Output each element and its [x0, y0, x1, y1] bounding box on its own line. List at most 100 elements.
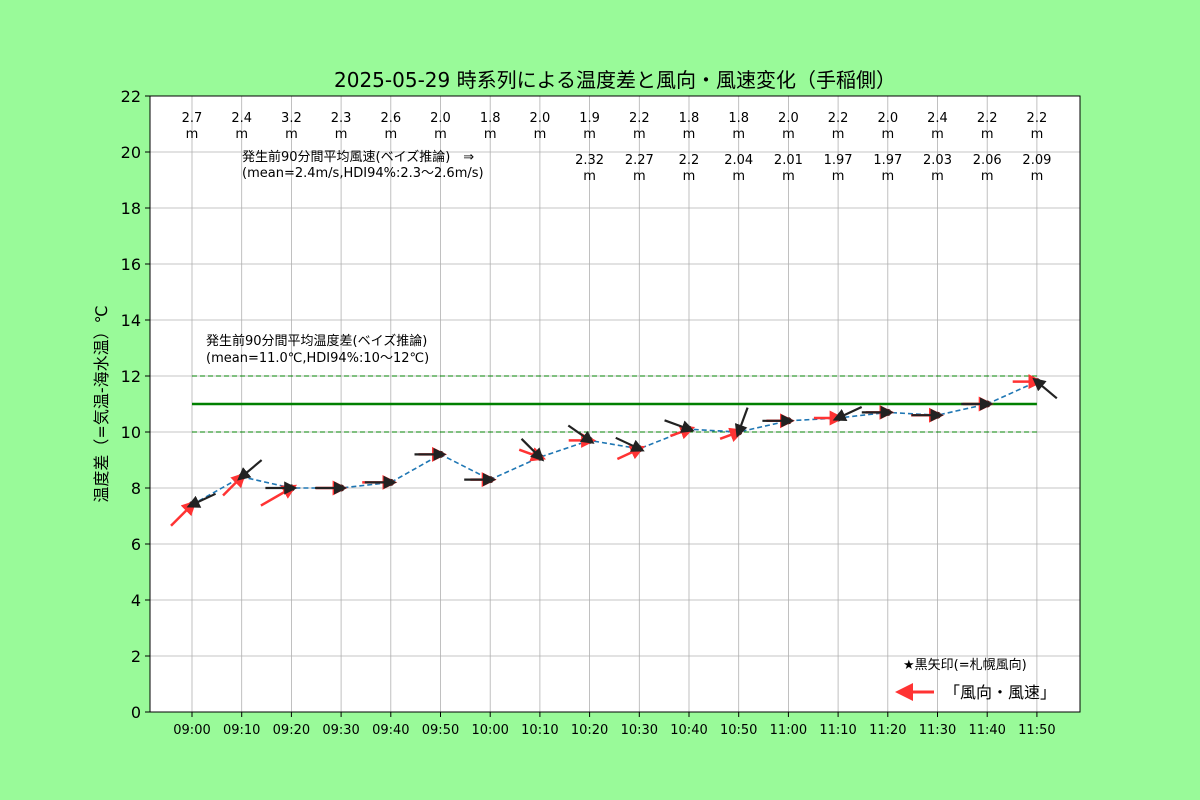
- data-point: [586, 436, 594, 444]
- x-tick-label: 10:40: [670, 723, 707, 738]
- legend-label: 「風向・風速」: [944, 683, 1056, 702]
- rolling-mean-unit: m: [1031, 169, 1044, 184]
- wind-speed-label: 2.0: [877, 111, 898, 126]
- rolling-mean-label: 2.03: [923, 153, 952, 168]
- y-axis: 0 2 4 6 8 10 12 14 16 18 20 22: [121, 87, 150, 722]
- rolling-mean-unit: m: [683, 169, 696, 184]
- chart-title: 2025-05-29 時系列による温度差と風向・風速変化（手稲側）: [334, 68, 896, 92]
- x-tick-label: 10:10: [521, 723, 558, 738]
- rolling-mean-unit: m: [732, 169, 745, 184]
- rolling-mean-unit: m: [583, 169, 596, 184]
- wind-speed-label: 2.2: [828, 111, 849, 126]
- x-tick-label: 11:40: [968, 723, 1005, 738]
- rolling-mean-unit: m: [981, 169, 994, 184]
- red-wind-arrow: [616, 445, 646, 461]
- x-tick-label: 09:50: [422, 723, 459, 738]
- legend: ★黒矢印(=札幌風向) 「風向・風速」: [895, 657, 1056, 702]
- black-wind-arrow: [1032, 377, 1058, 400]
- data-point: [685, 425, 693, 433]
- red-wind-arrow: [170, 500, 197, 527]
- wind-speed-label: 1.8: [728, 111, 749, 126]
- wind-speed-unit: m: [881, 127, 894, 142]
- y-tick-label: 14: [121, 311, 141, 330]
- rolling-mean-label: 2.01: [774, 153, 803, 168]
- red-wind-arrow: [260, 484, 298, 507]
- y-tick-label: 0: [131, 703, 141, 722]
- wind-speed-label: 2.0: [530, 111, 551, 126]
- wind-speed-unit: m: [235, 127, 248, 142]
- wind-speed-label: 2.4: [927, 111, 948, 126]
- x-tick-label: 10:20: [571, 723, 608, 738]
- data-point: [387, 478, 395, 486]
- wind-speed-label: 2.0: [430, 111, 451, 126]
- rolling-mean-unit: m: [931, 169, 944, 184]
- wind-annotation-line2: (mean=2.4m/s,HDI94%:2.3～2.6m/s): [242, 166, 484, 181]
- x-tick-label: 10:00: [471, 723, 508, 738]
- y-tick-label: 16: [121, 255, 141, 274]
- x-tick-label: 10:50: [720, 723, 757, 738]
- x-tick-label: 10:30: [621, 723, 658, 738]
- rolling-mean-unit: m: [881, 169, 894, 184]
- y-tick-label: 10: [121, 423, 141, 442]
- wind-speed-unit: m: [583, 127, 596, 142]
- data-point: [238, 473, 246, 481]
- black-wind-arrow: [832, 406, 863, 421]
- x-tick-label: 09:30: [322, 723, 359, 738]
- data-point: [784, 417, 792, 425]
- red-wind-arrow: [222, 472, 247, 497]
- red-wind-arrow: [719, 427, 745, 442]
- rolling-mean-label: 2.09: [1022, 153, 1051, 168]
- reference-lines: [192, 375, 1037, 433]
- wind-speed-label: 2.0: [778, 111, 799, 126]
- rolling-mean-unit: m: [633, 169, 646, 184]
- rolling-mean-label: 1.97: [824, 153, 853, 168]
- black-wind-arrow: [520, 438, 545, 462]
- rolling-mean-unit: m: [832, 169, 845, 184]
- wind-speed-label: 2.3: [331, 111, 352, 126]
- black-wind-arrow: [664, 419, 695, 433]
- rolling-mean-label: 2.27: [625, 153, 654, 168]
- x-tick-label: 11:30: [919, 723, 956, 738]
- wind-speed-unit: m: [335, 127, 348, 142]
- data-point: [983, 400, 991, 408]
- data-point: [486, 476, 494, 484]
- y-tick-label: 18: [121, 199, 141, 218]
- x-tick-label: 09:10: [223, 723, 260, 738]
- wind-annotation-line1: 発生前90分間平均風速(ベイズ推論) ⇒: [242, 149, 474, 165]
- data-point: [934, 411, 941, 419]
- x-tick-label: 11:50: [1018, 723, 1055, 738]
- legend-note: ★黒矢印(=札幌風向): [903, 657, 1027, 673]
- x-tick-label: 11:10: [819, 723, 856, 738]
- wind-speed-label: 2.6: [380, 111, 401, 126]
- x-tick-label: 09:40: [372, 723, 409, 738]
- rolling-mean-label: 2.2: [679, 153, 700, 168]
- wind-speed-label: 1.9: [579, 111, 600, 126]
- data-point: [635, 445, 643, 453]
- data-point: [884, 408, 892, 416]
- data-point: [337, 484, 345, 492]
- wind-speed-unit: m: [434, 127, 447, 142]
- data-point: [1033, 378, 1041, 386]
- wind-arrows: [170, 374, 1058, 527]
- series-line: [191, 380, 1038, 506]
- wind-speed-unit: m: [832, 127, 845, 142]
- y-tick-label: 6: [131, 535, 141, 554]
- y-tick-label: 8: [131, 479, 141, 498]
- rolling-mean-label: 2.04: [724, 153, 753, 168]
- x-tick-label: 09:00: [173, 723, 210, 738]
- data-point: [437, 450, 444, 458]
- x-tick-label: 11:00: [770, 723, 807, 738]
- black-wind-arrow: [615, 436, 645, 452]
- y-tick-label: 20: [121, 143, 141, 162]
- temp-annotation-line2: (mean=11.0℃,HDI94%:10～12℃): [206, 351, 429, 366]
- x-tick-label: 09:20: [273, 723, 310, 738]
- data-point: [188, 501, 196, 509]
- wind-speed-unit: m: [782, 127, 795, 142]
- wind-speed-unit: m: [484, 127, 497, 142]
- black-wind-arrow: [186, 492, 217, 508]
- plot-frame: [149, 95, 1081, 713]
- rolling-mean-label: 2.32: [575, 153, 604, 168]
- wind-speed-unit: m: [981, 127, 994, 142]
- y-tick-label: 12: [121, 367, 141, 386]
